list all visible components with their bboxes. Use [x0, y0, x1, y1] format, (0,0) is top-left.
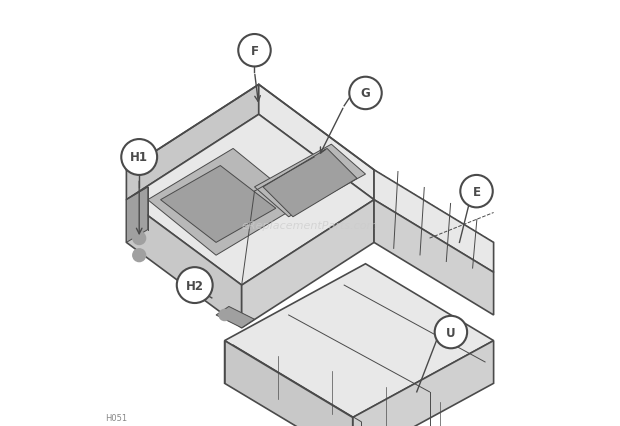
Polygon shape: [126, 187, 148, 243]
Polygon shape: [148, 149, 301, 256]
Polygon shape: [259, 85, 374, 200]
Circle shape: [122, 140, 157, 176]
Polygon shape: [374, 170, 494, 273]
Polygon shape: [126, 200, 242, 328]
Polygon shape: [224, 264, 494, 417]
Text: H051: H051: [105, 413, 127, 422]
Polygon shape: [353, 341, 494, 426]
Text: F: F: [250, 45, 259, 58]
Circle shape: [460, 176, 493, 208]
Polygon shape: [126, 115, 374, 285]
Circle shape: [133, 232, 146, 245]
Text: U: U: [446, 326, 456, 339]
Circle shape: [219, 310, 230, 321]
Polygon shape: [126, 85, 259, 200]
Text: H1: H1: [130, 151, 148, 164]
Polygon shape: [254, 145, 366, 217]
Text: E: E: [472, 185, 480, 198]
Polygon shape: [161, 166, 276, 243]
Circle shape: [177, 268, 213, 303]
Circle shape: [435, 316, 467, 348]
Polygon shape: [374, 200, 494, 315]
Circle shape: [238, 35, 271, 67]
Polygon shape: [224, 341, 353, 426]
Polygon shape: [263, 149, 357, 217]
Polygon shape: [242, 200, 374, 328]
Circle shape: [349, 78, 382, 110]
Polygon shape: [216, 307, 254, 328]
Text: eReplacementParts.com: eReplacementParts.com: [242, 221, 378, 231]
Circle shape: [133, 249, 146, 262]
Text: H2: H2: [186, 279, 204, 292]
Text: G: G: [361, 87, 370, 100]
